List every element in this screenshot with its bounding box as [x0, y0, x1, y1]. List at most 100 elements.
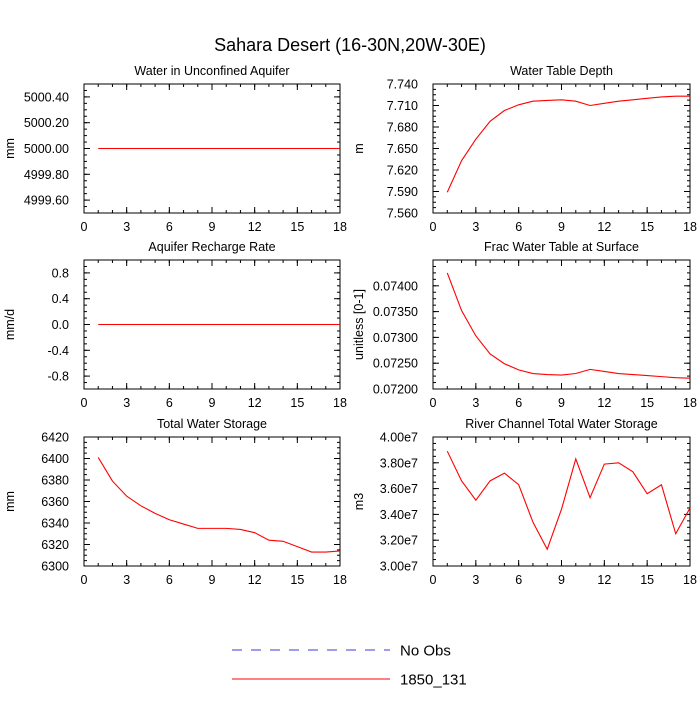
x-tick-label: 9 [558, 220, 565, 234]
plot-frame [432, 259, 691, 390]
panel-2: Water Table Depth m 0 3 6 9 12 15 18 7.560 7.590 7.… [352, 64, 697, 234]
x-tick-label: 6 [515, 396, 522, 410]
x-tick-label: 6 [166, 220, 173, 234]
x-tick-label: 15 [640, 573, 654, 587]
y-tick-label: 7.560 [387, 207, 418, 221]
x-tick-label: 0 [81, 573, 88, 587]
y-axis-label: m [352, 143, 366, 153]
x-tick-label: 18 [683, 396, 697, 410]
y-tick-label: 6380 [41, 474, 69, 488]
y-tick-label: 6420 [41, 431, 69, 445]
y-tick-label: 0.07300 [373, 331, 418, 345]
y-tick-label: 0.0 [52, 318, 69, 332]
x-tick-label: 15 [290, 396, 304, 410]
y-axis-label: m3 [352, 493, 366, 510]
x-tick-label: 9 [558, 573, 565, 587]
y-tick-label: 6360 [41, 495, 69, 509]
y-axis-label: mm [3, 138, 17, 159]
y-tick-label: -0.4 [47, 344, 69, 358]
y-tick-label: 7.680 [387, 121, 418, 135]
y-tick-label: 3.60e7 [380, 482, 418, 496]
x-tick-label: 18 [683, 573, 697, 587]
y-axis-label: unitless [0-1] [352, 289, 366, 360]
y-tick-label: 0.4 [52, 292, 69, 306]
panel-5: Total Water Storage mm 0 3 6 9 12 15 18 6300 6320 6… [3, 417, 347, 587]
x-tick-label: 9 [558, 396, 565, 410]
x-tick-label: 15 [290, 220, 304, 234]
legend-label: 1850_131 [400, 672, 467, 689]
y-tick-label: -0.8 [47, 370, 69, 384]
x-tick-label: 12 [597, 396, 611, 410]
y-tick-label: 6300 [41, 560, 69, 574]
x-tick-label: 18 [333, 396, 347, 410]
y-tick-label: 3.40e7 [380, 508, 418, 522]
panel-title: Total Water Storage [157, 417, 267, 431]
y-axis-label: mm/d [3, 309, 17, 340]
x-tick-label: 3 [123, 573, 130, 587]
panel-title: Water in Unconfined Aquifer [134, 64, 289, 78]
figure-title: Sahara Desert (16-30N,20W-30E) [214, 35, 486, 55]
x-tick-label: 15 [640, 396, 654, 410]
y-tick-label: 6320 [41, 538, 69, 552]
panel-title: River Channel Total Water Storage [465, 417, 658, 431]
x-tick-label: 3 [123, 220, 130, 234]
x-tick-label: 9 [209, 396, 216, 410]
y-tick-label: 0.07400 [373, 279, 418, 293]
y-tick-label: 4999.60 [24, 194, 69, 208]
panel-title: Water Table Depth [510, 64, 613, 78]
x-tick-label: 0 [430, 396, 437, 410]
y-tick-label: 0.07350 [373, 305, 418, 319]
y-tick-label: 4.00e7 [380, 431, 418, 445]
y-tick-label: 7.620 [387, 164, 418, 178]
x-tick-label: 0 [430, 220, 437, 234]
series-line-1850_131 [446, 95, 690, 193]
y-tick-label: 6340 [41, 517, 69, 531]
panel-6: River Channel Total Water Storage m3 0 3 6 9 1… [352, 417, 697, 587]
panel-4: Frac Water Table at Surface unitless [0-1… [352, 240, 697, 410]
x-tick-label: 9 [209, 220, 216, 234]
y-tick-label: 0.07200 [373, 383, 418, 397]
x-tick-label: 3 [472, 573, 479, 587]
y-tick-label: 4999.80 [24, 168, 69, 182]
x-tick-label: 6 [166, 396, 173, 410]
panel-1: Water in Unconfined Aquifer mm 0 3 6 9 12 15 18 4… [3, 64, 347, 234]
x-tick-label: 3 [472, 396, 479, 410]
y-tick-label: 6400 [41, 452, 69, 466]
panel-title: Frac Water Table at Surface [484, 240, 639, 254]
legend-label: No Obs [400, 643, 451, 660]
x-tick-label: 9 [209, 573, 216, 587]
y-tick-label: 3.20e7 [380, 534, 418, 548]
y-tick-label: 7.650 [387, 142, 418, 156]
plot-frame [432, 83, 691, 214]
x-tick-label: 12 [597, 573, 611, 587]
series-line-1850_131 [446, 272, 691, 379]
series-line-1850_131 [446, 450, 691, 551]
y-tick-label: 3.00e7 [380, 560, 418, 574]
x-tick-label: 18 [683, 220, 697, 234]
plot-frame [432, 436, 691, 567]
y-tick-label: 7.740 [387, 78, 418, 92]
x-tick-label: 3 [123, 396, 130, 410]
panel-title: Aquifer Recharge Rate [148, 240, 275, 254]
x-tick-label: 18 [333, 220, 347, 234]
y-tick-label: 3.80e7 [380, 456, 418, 470]
panel-3: Aquifer Recharge Rate mm/d 0 3 6 9 12 15 18 -0.8 -… [3, 240, 347, 410]
x-tick-label: 12 [248, 220, 262, 234]
x-tick-label: 6 [166, 573, 173, 587]
x-tick-label: 6 [515, 220, 522, 234]
x-tick-label: 15 [640, 220, 654, 234]
x-tick-label: 12 [248, 573, 262, 587]
legend: No Obs 1850_131 [232, 643, 467, 689]
x-tick-label: 12 [597, 220, 611, 234]
plot-frame [83, 436, 341, 567]
y-tick-label: 5000.00 [24, 142, 69, 156]
y-tick-label: 5000.20 [24, 116, 69, 130]
x-tick-label: 18 [333, 573, 347, 587]
x-tick-label: 15 [290, 573, 304, 587]
x-tick-label: 0 [81, 396, 88, 410]
y-tick-label: 7.590 [387, 185, 418, 199]
x-tick-label: 0 [430, 573, 437, 587]
y-tick-label: 5000.40 [24, 90, 69, 104]
